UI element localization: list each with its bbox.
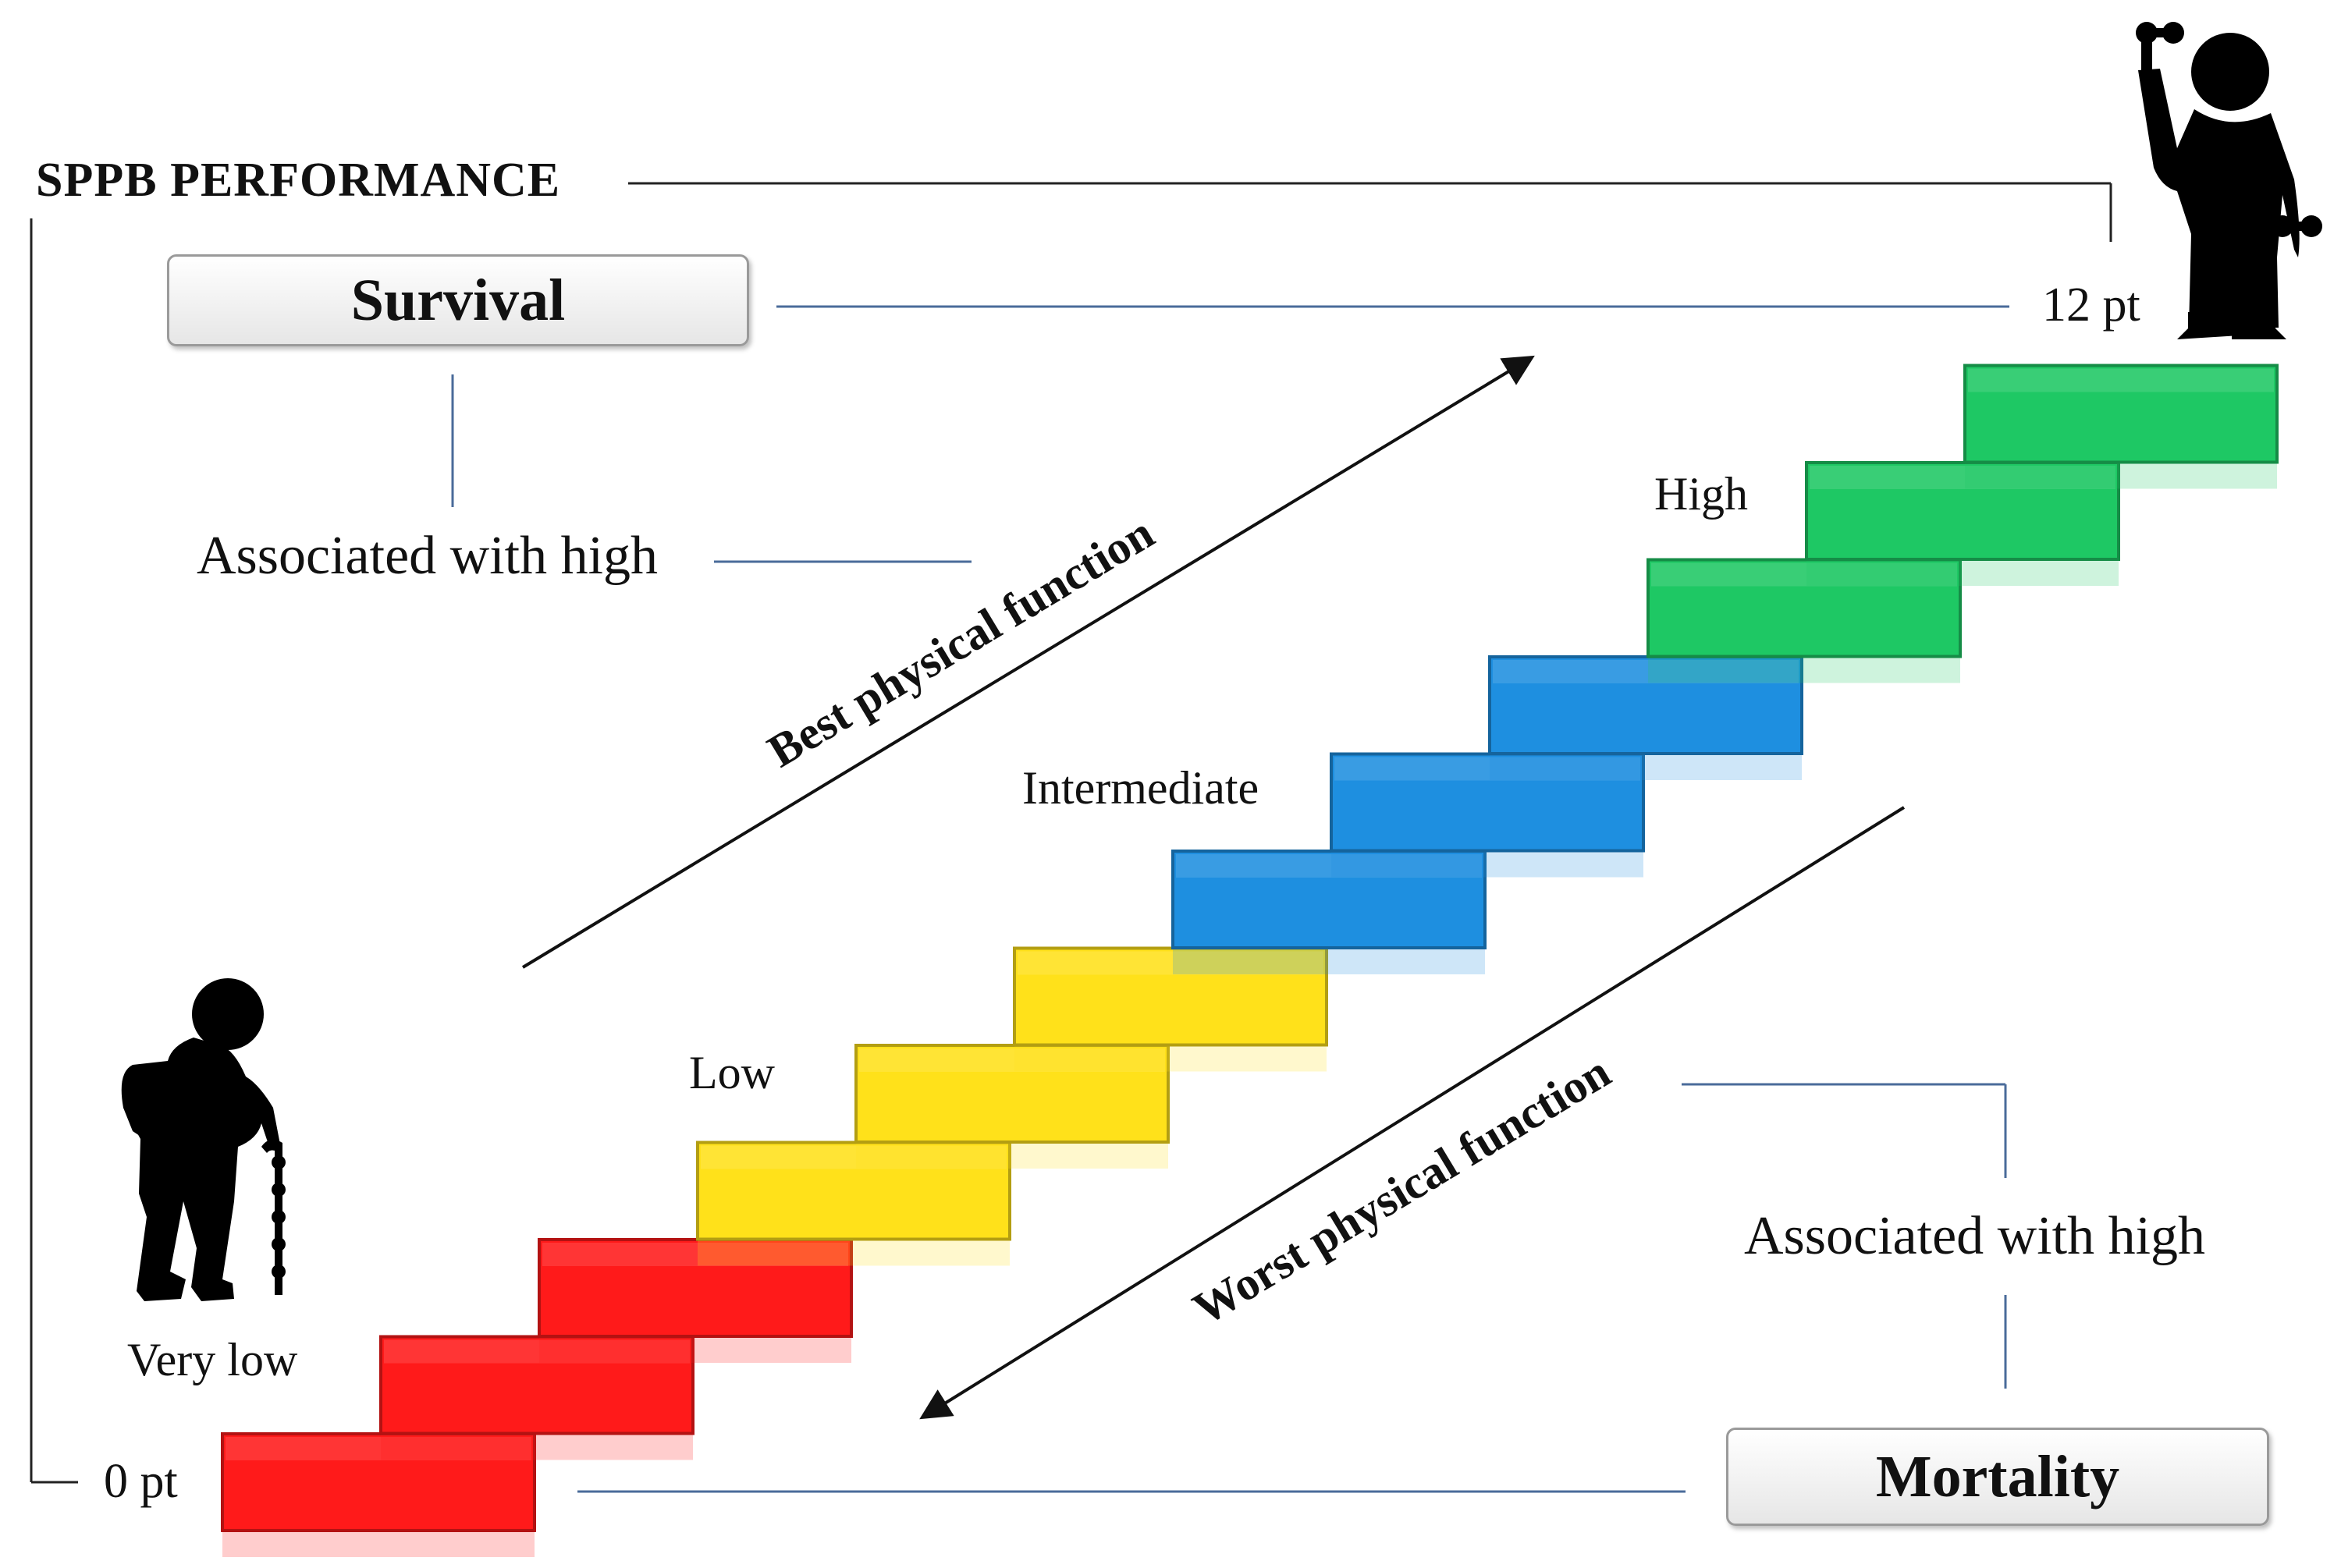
stair-steps <box>221 364 2279 1557</box>
survival-box: Survival <box>167 254 749 346</box>
category-label-high: High <box>1654 468 1748 520</box>
stair-step-very-low-2 <box>379 1335 694 1460</box>
stair-step-high-2 <box>1805 461 2120 586</box>
stair-step-high-3 <box>1963 364 2279 489</box>
active-person-with-dumbbells-icon <box>2136 22 2322 339</box>
survival-label: Survival <box>350 267 566 333</box>
scale-bottom-label: 0 pt <box>104 1455 178 1508</box>
stair-step-intermediate-1 <box>1171 850 1487 974</box>
elderly-person-with-cane-icon <box>121 978 286 1301</box>
stair-step-high-1 <box>1647 558 1962 683</box>
category-label-intermediate: Intermediate <box>1022 762 1259 814</box>
mortality-association-label: Associated with high <box>1744 1206 2206 1266</box>
category-label-low: Low <box>689 1047 775 1098</box>
mortality-box: Mortality <box>1726 1428 2269 1526</box>
worst-function-label: Worst physical function <box>1185 1045 1619 1335</box>
worst-function-arrow <box>919 806 1906 1420</box>
stair-step-low-2 <box>854 1044 1170 1169</box>
category-label-very-low: Very low <box>127 1334 298 1385</box>
scale-top-label: 12 pt <box>2042 278 2140 332</box>
mortality-label: Mortality <box>1875 1443 2120 1509</box>
scale-frame <box>30 182 2112 1484</box>
stair-step-very-low-3 <box>538 1238 853 1363</box>
stair-step-low-3 <box>1013 946 1328 1072</box>
best-function-arrow <box>521 355 1535 969</box>
connector-lines <box>451 305 2009 1493</box>
diagram-title: SPPB PERFORMANCE <box>36 154 561 207</box>
stair-step-very-low-1 <box>221 1432 536 1557</box>
stair-step-intermediate-2 <box>1330 752 1645 878</box>
survival-association-label: Associated with high <box>197 526 659 586</box>
best-function-label: Best physical function <box>759 506 1163 777</box>
stair-step-intermediate-3 <box>1488 655 1803 780</box>
stair-step-low-1 <box>696 1141 1011 1266</box>
